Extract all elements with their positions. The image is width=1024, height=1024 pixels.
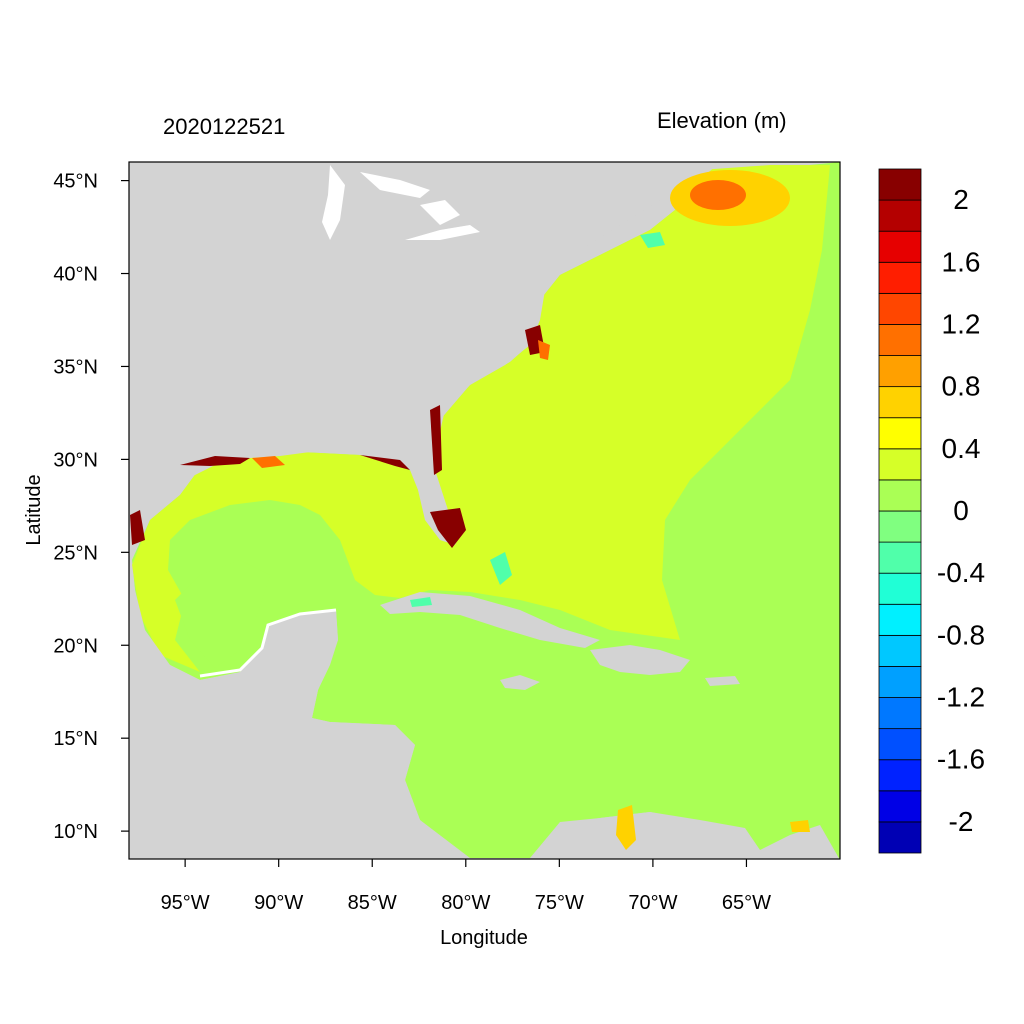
colorbar-label: -2 [949,806,974,837]
y-tick-label: 25°N [53,542,98,564]
x-tick-label: 90°W [254,892,303,914]
gulf-interior-band [175,560,270,668]
colorbar-swatch [878,355,922,388]
colorbar-label: 0.4 [942,433,981,464]
lake-maracaibo [616,805,636,850]
x-tick-label: 95°W [161,892,210,914]
colorbar-swatch [878,603,922,636]
surge-florida-east [430,405,442,475]
central-america-land [129,540,470,859]
surge-louisiana [252,456,285,468]
drawdown-cuba-south [410,597,432,607]
colorbar-swatch [878,292,922,325]
colorbar-swatch [878,759,922,792]
hispaniola-land [590,645,690,675]
y-tick-label: 15°N [53,728,98,750]
colorbar-label: -0.8 [937,619,985,650]
colorbar-swatch [878,324,922,356]
colorbar-swatch [878,230,922,263]
colorbar-swatch [878,417,922,450]
surge-pamlico-edge [538,340,550,360]
x-axis-title: Longitude [440,927,528,949]
colorbar-swatch [878,261,922,294]
colorbar-swatch [878,168,922,201]
y-tick-label: 35°N [53,356,98,378]
jamaica-land [500,675,540,690]
south-america-land [530,812,840,859]
surge-gulf-of-maine-core [690,180,746,210]
colorbar-swatch [878,666,922,698]
y-axis: 45°N 40°N 35°N 30°N 25°N 20°N 15°N 10°N [53,171,129,843]
map-plot-area [129,162,840,859]
colorbar-swatch [878,386,922,419]
x-tick-label: 75°W [535,892,584,914]
run-time-label: 2020122521 [163,114,286,139]
drawdown-bahamas [490,552,512,585]
trinidad-pocket [790,820,810,832]
y-axis-title: Latitude [23,474,45,545]
colorbar-swatch [878,728,922,761]
great-lakes [322,165,480,240]
colorbar-label: -0.4 [937,557,985,588]
drawdown-new-england [640,232,665,248]
y-tick-label: 20°N [53,635,98,657]
colorbar-label: 1.6 [942,246,981,277]
colorbar-swatch [878,697,922,730]
colorbar-label: -1.2 [937,682,985,713]
north-america-land [129,162,720,545]
colorbar-label: 2 [953,184,969,215]
x-tick-label: 80°W [441,892,490,914]
x-tick-label: 85°W [348,892,397,914]
colorbar-swatch [878,479,922,512]
coastline-edge [199,608,337,678]
colorbar-swatch [878,448,922,481]
ocean-gulf-atlantic-region [132,165,830,672]
colorbar-swatch [878,199,922,232]
colorbar-swatch [878,541,922,574]
plot-frame [128,161,841,860]
colorbar-swatch [878,510,922,543]
colorbar-label: 0.8 [942,371,981,402]
colorbar-swatch [878,821,922,854]
colorbar: 2 1.6 1.2 0.8 0.4 0 -0.4 -0.8 -1.2 -1.6 -2 [878,168,985,854]
colorbar-swatch [878,790,922,823]
y-tick-label: 45°N [53,171,98,193]
puerto-rico-land [705,676,740,686]
colorbar-label: 0 [953,495,969,526]
y-tick-label: 30°N [53,449,98,471]
field-title: Elevation (m) [657,108,787,133]
surge-south-florida [430,508,466,548]
y-tick-label: 10°N [53,821,98,843]
x-tick-label: 65°W [722,892,771,914]
colorbar-swatch [878,634,922,667]
x-tick-label: 70°W [628,892,677,914]
x-axis: 95°W 90°W 85°W 80°W 75°W 70°W 65°W [161,859,771,914]
colorbar-label: -1.6 [937,744,985,775]
colorbar-swatch [878,572,922,605]
colorbar-label: 1.2 [942,308,981,339]
cuba-land [380,592,600,648]
y-tick-label: 40°N [53,264,98,286]
